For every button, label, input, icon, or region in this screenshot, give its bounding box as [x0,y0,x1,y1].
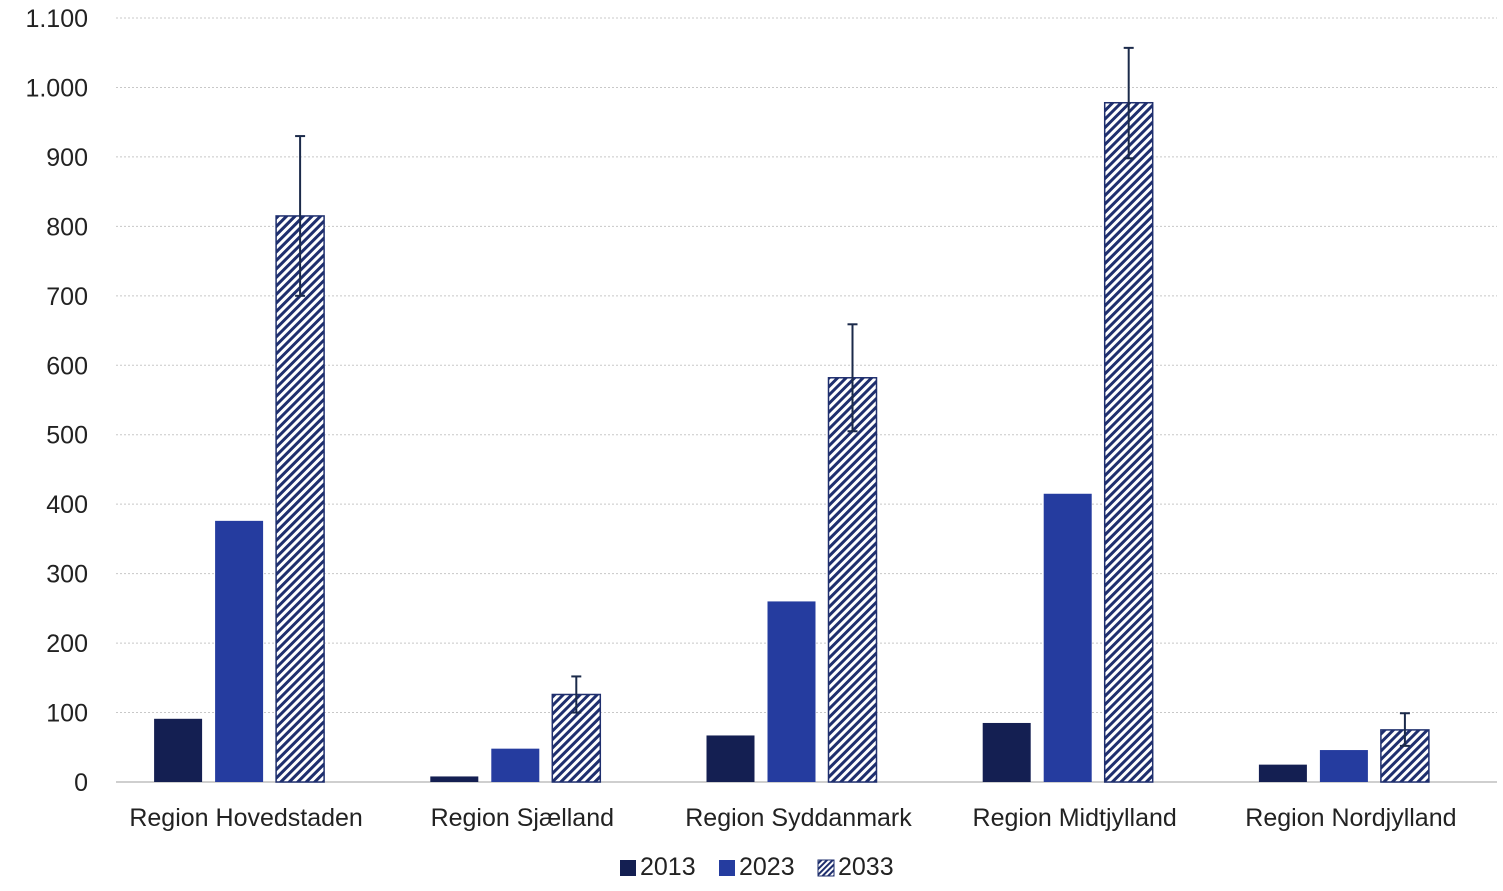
bar-2013-0 [154,718,203,782]
x-tick-label: Region Nordjylland [1245,804,1456,832]
bar-2023-0 [215,520,264,782]
y-tick-label: 700 [46,283,88,311]
legend-label: 2013 [640,853,696,881]
bar-2033-3 [1103,101,1154,783]
legend-label: 2033 [838,853,894,881]
x-tick-label: Region Sjælland [431,804,614,832]
legend-swatch [620,860,636,876]
legend-label: 2023 [739,853,795,881]
legend-item-2013: 2013 [620,853,696,881]
bar-2023-2 [767,601,816,782]
y-tick-label: 1.100 [25,5,88,33]
y-tick-label: 800 [46,213,88,241]
tick-labels: 0 100 200 300 400 500 600 700 800 900 1.000 1.100 Re… [25,5,1456,832]
y-tick-label: 900 [46,144,88,172]
x-tick-label: Region Hovedstaden [129,804,363,832]
y-tick-label: 400 [46,491,88,519]
legend-swatch [817,859,835,877]
y-tick-label: 100 [46,700,88,728]
bar-2023-4 [1319,750,1368,782]
legend-swatch [719,860,735,876]
x-tick-label: Region Midtjylland [973,804,1177,832]
x-tick-label: Region Syddanmark [685,804,912,832]
bar-2013-2 [706,735,755,782]
bar-2013-3 [982,722,1031,782]
bar-2013-1 [430,776,479,782]
bar-2013-4 [1258,764,1307,782]
bars [154,101,1430,783]
legend-item-2023: 2023 [719,853,795,881]
y-tick-label: 0 [74,769,88,797]
bar-2033-2 [827,377,878,783]
bar-2033-0 [275,215,325,783]
bar-2023-3 [1043,493,1092,782]
legend-item-2033: 2033 [817,853,894,881]
error-bars [295,46,1410,747]
y-tick-label: 200 [46,630,88,658]
y-tick-label: 500 [46,422,88,450]
y-tick-label: 600 [46,352,88,380]
legend: 2013 2023 2033 [620,853,894,881]
bar-2023-1 [491,748,540,782]
y-tick-label: 300 [46,561,88,589]
y-tick-label: 1.000 [25,74,88,102]
